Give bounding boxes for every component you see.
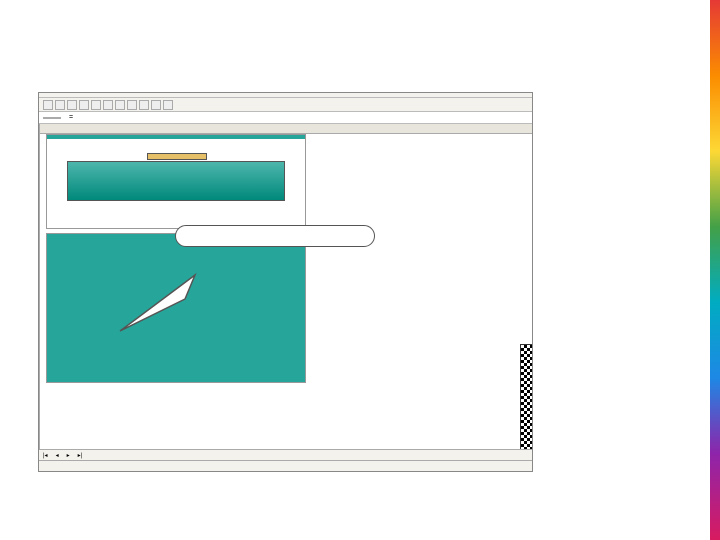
name-box[interactable] — [43, 117, 61, 119]
tab-nav-first[interactable]: |◂ — [43, 452, 48, 459]
status-bar — [39, 460, 532, 471]
tab-nav-last[interactable]: ▸| — [78, 452, 83, 459]
worksheet-area — [39, 124, 532, 449]
open-icon[interactable] — [55, 100, 65, 110]
standard-toolbar — [39, 98, 532, 112]
sort-icon[interactable] — [151, 100, 161, 110]
new-icon[interactable] — [43, 100, 53, 110]
tab-nav-next[interactable]: ▸ — [67, 452, 70, 459]
undo-icon[interactable] — [127, 100, 137, 110]
paste-icon[interactable] — [115, 100, 125, 110]
tab-nav-prev[interactable]: ◂ — [56, 452, 59, 459]
chart-icon[interactable] — [163, 100, 173, 110]
formula-bar: = — [39, 112, 532, 124]
cut-icon[interactable] — [91, 100, 101, 110]
trace-shape — [147, 153, 207, 160]
save-icon[interactable] — [67, 100, 77, 110]
rainbow-stripe — [710, 0, 720, 540]
excel-window: = — [38, 92, 533, 472]
chart-svg — [47, 234, 305, 382]
selection-marquee — [520, 344, 532, 449]
sheet-tab-strip: |◂ ◂ ▸ ▸| — [39, 449, 532, 460]
print-icon[interactable] — [79, 100, 89, 110]
fx-label: = — [69, 114, 73, 121]
substrate-shape — [67, 161, 285, 201]
redo-icon[interactable] — [139, 100, 149, 110]
column-headers — [40, 124, 532, 134]
zo-chart — [46, 233, 306, 383]
microstrip-diagram — [46, 134, 306, 229]
copy-icon[interactable] — [103, 100, 113, 110]
diagram-title — [47, 135, 305, 139]
